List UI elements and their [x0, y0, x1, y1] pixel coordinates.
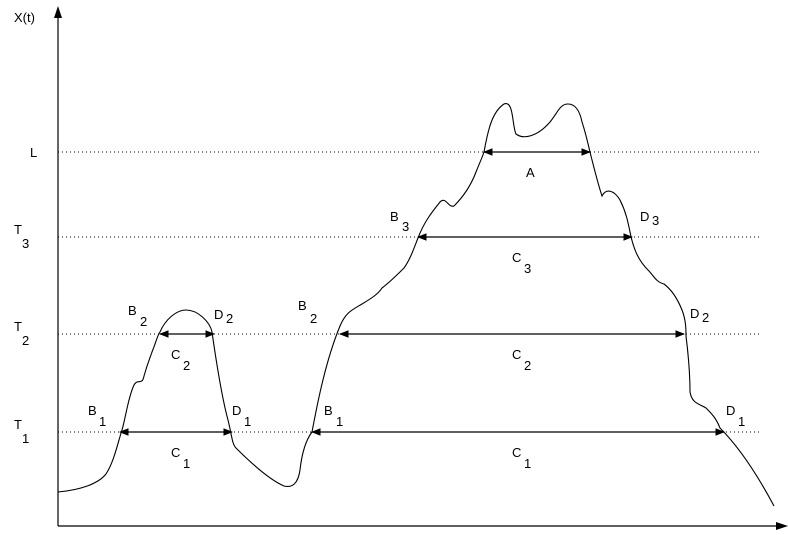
span-label-C1-right: C	[512, 445, 521, 460]
span-label-C1-left: C	[171, 445, 180, 460]
point-label-D1-left: D	[232, 403, 241, 418]
point-label-D2-left: D	[214, 307, 223, 322]
span-label-C2-left: C	[171, 347, 180, 362]
level-label-T3-sub: 3	[22, 236, 29, 251]
point-label-B2-right-sub: 2	[310, 311, 317, 326]
span-label-C2-right-sub: 2	[524, 358, 531, 373]
point-label-D3-right-sub: 3	[652, 213, 659, 228]
point-label-B1-left-sub: 1	[99, 414, 106, 429]
process-curve	[57, 103, 775, 507]
point-label-D1-right: D	[726, 403, 735, 418]
point-label-B3-right: B	[390, 209, 399, 224]
span-label-C2-left-sub: 2	[183, 358, 190, 373]
point-label-B2-left-sub: 2	[140, 314, 147, 329]
point-label-B1-right-sub: 1	[336, 414, 343, 429]
level-label-T1: T	[14, 417, 22, 432]
point-label-D3-right: D	[640, 209, 649, 224]
point-label-B2-right: B	[298, 298, 307, 313]
x-axis-arrow	[776, 522, 788, 530]
level-label-L: L	[30, 145, 37, 160]
point-label-D2-right: D	[690, 306, 699, 321]
level-label-T3: T	[14, 222, 22, 237]
span-label-C3: C	[512, 250, 521, 265]
span-label-C1-left-sub: 1	[183, 456, 190, 471]
level-label-T1-sub: 1	[22, 431, 29, 446]
y-axis-arrow	[54, 6, 62, 18]
point-label-B1-right: B	[324, 403, 333, 418]
point-label-D2-right-sub: 2	[702, 310, 709, 325]
point-label-D1-left-sub: 1	[244, 414, 251, 429]
span-label-A: A	[526, 165, 535, 180]
point-label-D2-left-sub: 2	[226, 311, 233, 326]
point-label-B1-left: B	[88, 403, 97, 418]
span-label-C3-sub: 3	[524, 261, 531, 276]
point-label-B3-right-sub: 3	[402, 219, 409, 234]
span-label-C1-right-sub: 1	[524, 456, 531, 471]
point-label-D1-right-sub: 1	[738, 414, 745, 429]
span-label-C2-right: C	[512, 347, 521, 362]
point-label-B2-left: B	[128, 303, 137, 318]
level-label-T2-sub: 2	[22, 333, 29, 348]
y-axis-label: X(t)	[14, 10, 35, 25]
level-label-T2: T	[14, 319, 22, 334]
